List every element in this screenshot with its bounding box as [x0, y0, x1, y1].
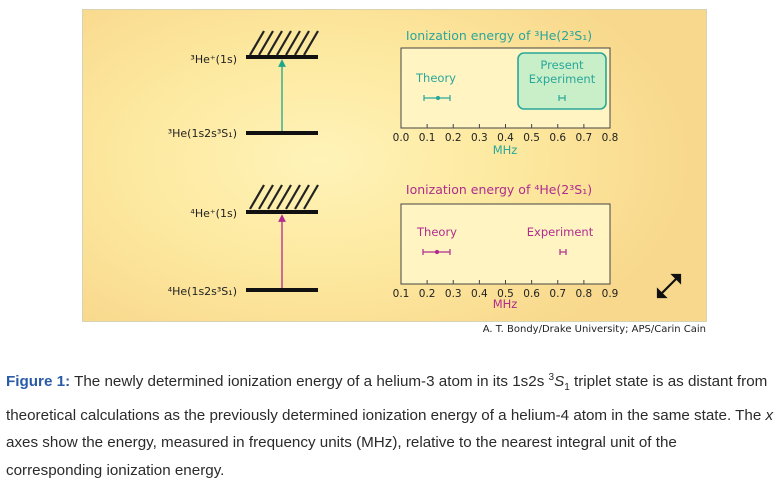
caption-axis-word: x [765, 406, 774, 424]
x-axis-ticks: 0.1 0.2 0.3 0.4 0.5 0.6 0.7 0.8 0.9 [393, 280, 619, 300]
upper-level-label: ⁴He⁺(1s) [190, 207, 237, 220]
x-tick-label: 0.8 [602, 132, 619, 144]
present-experiment-highlight [517, 52, 607, 110]
x-axis-ticks: 0.0 0.1 0.2 0.3 0.4 0.5 0.6 0.7 0.8 [393, 124, 619, 144]
image-credit: A. T. Bondy/Drake University; APS/Carin … [482, 324, 706, 335]
theory-label: Theory [415, 71, 456, 85]
experiment-label: Experiment [527, 225, 594, 239]
chart-he3: Ionization energy of ³He(2³S₁) Theory Pr… [393, 28, 619, 157]
x-axis-label: MHz [493, 143, 518, 157]
x-tick-label: 0.6 [549, 132, 566, 144]
x-tick-label: 0.0 [393, 132, 410, 144]
x-tick-label: 0.8 [576, 288, 593, 300]
x-tick-label: 0.9 [602, 288, 619, 300]
caption-state-letter: S [554, 373, 565, 391]
continuum-hatch [249, 30, 319, 56]
caption-text: axes show the energy, measured in freque… [6, 434, 677, 479]
caption-text: triplet state is as distant from theoret… [6, 373, 768, 424]
x-tick-label: 0.3 [445, 288, 462, 300]
caption-state-sup: 3 [548, 372, 555, 383]
x-tick-label: 0.7 [576, 132, 593, 144]
figure-caption: Figure 1: The newly determined ionizatio… [6, 364, 776, 484]
caption-state-sub: 1 [564, 382, 570, 394]
x-tick-label: 0.4 [497, 132, 514, 144]
energy-diagram-he4: ⁴He⁺(1s) ⁴He(1s2s³S₁) [168, 184, 319, 298]
upper-level-bar [246, 55, 318, 59]
lower-level-bar [246, 288, 318, 292]
x-tick-label: 0.6 [523, 288, 540, 300]
x-tick-label: 0.1 [419, 132, 436, 144]
x-tick-label: 0.5 [523, 132, 540, 144]
chart-title: Ionization energy of ³He(2³S₁) [406, 28, 592, 43]
continuum-hatch [249, 184, 319, 210]
chart-he4: Ionization energy of ⁴He(2³S₁) Theory Ex… [393, 182, 619, 311]
x-tick-label: 0.1 [393, 288, 410, 300]
x-tick-label: 0.4 [471, 288, 488, 300]
caption-heading: Figure 1: [6, 373, 71, 391]
lower-level-label: ³He(1s2s³S₁) [168, 127, 237, 140]
x-tick-label: 0.3 [471, 132, 488, 144]
chart-title: Ionization energy of ⁴He(2³S₁) [406, 182, 592, 197]
caption-text: The newly determined ionization energy o… [70, 373, 513, 391]
expand-arrows-icon[interactable] [656, 273, 682, 299]
upper-level-label: ³He⁺(1s) [190, 53, 237, 66]
lower-level-bar [246, 131, 318, 135]
experiment-error-bar [558, 95, 566, 101]
figure-panel: ³He⁺(1s) ³He(1s2s³S₁) Ionization energy … [82, 9, 707, 322]
theory-error-bar [423, 95, 451, 101]
caption-state: 1s2s [512, 373, 549, 391]
experiment-label: Present Experiment [529, 58, 596, 86]
x-tick-label: 0.2 [445, 132, 462, 144]
x-tick-label: 0.5 [497, 288, 514, 300]
x-tick-label: 0.2 [419, 288, 436, 300]
experiment-error-bar [559, 249, 567, 255]
lower-level-label: ⁴He(1s2s³S₁) [168, 285, 237, 298]
energy-diagram-he3: ³He⁺(1s) ³He(1s2s³S₁) [168, 30, 319, 140]
ionization-diagram: ³He⁺(1s) ³He(1s2s³S₁) Ionization energy … [168, 28, 682, 311]
x-tick-label: 0.7 [549, 288, 566, 300]
plot-box [400, 203, 611, 285]
upper-level-bar [246, 210, 318, 214]
theory-label: Theory [416, 225, 457, 239]
x-axis-label: MHz [493, 297, 518, 311]
theory-error-bar [422, 249, 451, 255]
